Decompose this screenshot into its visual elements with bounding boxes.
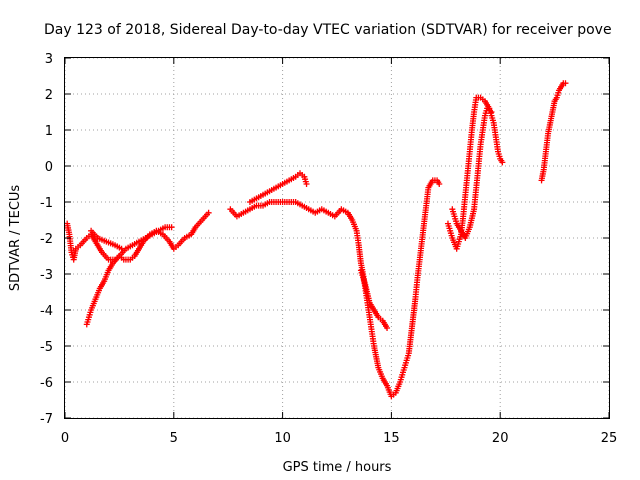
series-4 — [227, 177, 443, 400]
y-tick-label: 2 — [45, 88, 53, 103]
y-tick-label: -5 — [40, 340, 53, 355]
y-tick-label: -3 — [40, 268, 53, 283]
y-axis-label: SDTVAR / TECUs — [8, 185, 23, 292]
data-point — [205, 209, 212, 216]
y-tick-label: -6 — [40, 376, 53, 391]
x-tick-label: 15 — [383, 431, 400, 446]
x-tick-label: 25 — [601, 431, 618, 446]
x-tick-label: 20 — [492, 431, 509, 446]
series-6 — [357, 267, 391, 331]
data-point — [436, 181, 443, 187]
data-point — [303, 181, 310, 187]
series-5 — [246, 170, 310, 205]
data-point — [562, 80, 569, 87]
series-9 — [538, 80, 569, 184]
x-tick-label: 0 — [61, 431, 69, 446]
x-axis-label: GPS time / hours — [283, 460, 392, 475]
data-points — [64, 80, 569, 400]
y-tick-label: -2 — [40, 232, 53, 247]
data-point — [384, 325, 391, 331]
series-2 — [83, 224, 175, 328]
x-tick-label: 5 — [170, 431, 178, 446]
axis-ticks: 0 5 10 15 20 25 -7 -6 -5 -4 -3 -2 -1 0 1 2 3 — [40, 52, 617, 446]
y-tick-label: 1 — [45, 124, 53, 139]
data-point — [488, 109, 495, 115]
x-tick-label: 10 — [274, 431, 291, 446]
data-point — [168, 224, 175, 231]
series-3 — [88, 227, 125, 252]
plot-frame — [64, 57, 610, 419]
data-point — [118, 245, 125, 252]
series-8 — [449, 105, 495, 241]
y-tick-label: 0 — [45, 160, 53, 175]
y-tick-label: 3 — [45, 52, 53, 67]
y-tick-label: -7 — [40, 412, 53, 427]
data-point — [499, 159, 506, 166]
chart-title: Day 123 of 2018, Sidereal Day-to-day VTE… — [44, 22, 612, 38]
series-1 — [64, 209, 212, 263]
y-tick-label: -1 — [40, 196, 53, 211]
y-tick-label: -4 — [40, 304, 53, 319]
